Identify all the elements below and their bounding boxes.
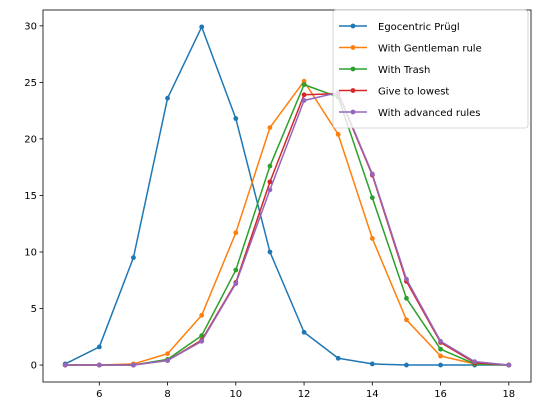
- data-point: [438, 353, 443, 359]
- data-point: [165, 95, 170, 101]
- data-point: [267, 187, 273, 193]
- legend-label: With advanced rules: [378, 108, 481, 119]
- x-tick-label: 18: [502, 389, 515, 400]
- plot-frame: [42, 9, 532, 383]
- data-point: [335, 355, 341, 361]
- data-point: [506, 362, 512, 368]
- data-point: [267, 163, 273, 169]
- data-point: [96, 362, 102, 368]
- y-tick-label: 30: [24, 21, 37, 32]
- data-point: [404, 362, 409, 368]
- data-point: [267, 125, 273, 130]
- data-point: [165, 351, 170, 357]
- series-line: [65, 91, 509, 366]
- legend-item: With Gentleman rule: [339, 44, 482, 55]
- data-point: [301, 78, 307, 84]
- data-point: [301, 98, 307, 103]
- x-tick-label: 12: [298, 389, 311, 400]
- series-line: [65, 80, 509, 366]
- legend-label: Egocentric Prügl: [378, 22, 460, 33]
- legend-label: With Gentleman rule: [378, 44, 482, 55]
- data-point: [199, 312, 205, 318]
- legend-label: Give to lowest: [378, 87, 449, 98]
- data-point: [369, 236, 375, 241]
- data-point: [438, 346, 443, 352]
- x-tick-label: 16: [434, 389, 447, 400]
- data-point: [301, 92, 307, 98]
- legend-label: With Trash: [378, 65, 430, 76]
- data-point: [404, 295, 409, 301]
- y-tick-label: 20: [24, 134, 37, 145]
- data-point: [233, 267, 239, 273]
- data-point: [165, 358, 170, 363]
- legend-item: Give to lowest: [339, 87, 449, 98]
- legend-swatch-marker: [350, 88, 356, 93]
- data-point: [96, 344, 102, 350]
- y-tick-label: 5: [31, 304, 37, 315]
- x-tick-label: 14: [366, 389, 379, 400]
- series-line: [64, 26, 509, 366]
- legend-item: With advanced rules: [339, 108, 481, 119]
- series-3: [62, 91, 512, 368]
- data-point: [369, 361, 375, 367]
- data-point: [233, 230, 239, 236]
- x-tick-label: 10: [229, 389, 242, 400]
- series-0: [62, 24, 512, 368]
- data-point: [404, 317, 409, 323]
- data-point: [267, 179, 273, 185]
- data-point: [438, 362, 443, 368]
- series-layer: [62, 24, 512, 368]
- data-point: [131, 255, 136, 261]
- y-tick-label: 25: [24, 78, 37, 89]
- data-point: [404, 276, 409, 282]
- data-point: [233, 281, 239, 287]
- legend-item: With Trash: [339, 65, 430, 76]
- data-point: [131, 362, 136, 368]
- data-point: [199, 24, 205, 30]
- legend-swatch-marker: [350, 23, 356, 29]
- x-tick-label: 6: [96, 389, 102, 400]
- legend: Egocentric Prügl With Gentleman rule With …: [332, 9, 529, 129]
- data-point: [199, 338, 205, 344]
- legend-swatch-marker: [350, 45, 356, 50]
- series-line: [65, 92, 509, 366]
- data-point: [233, 116, 239, 121]
- data-point: [335, 131, 341, 137]
- legend-swatch-marker: [350, 109, 356, 115]
- legend-swatch-marker: [350, 66, 356, 72]
- x-tick-label: 8: [164, 389, 170, 400]
- y-tick-label: 10: [24, 247, 37, 258]
- data-point: [369, 195, 375, 201]
- legend-item: Egocentric Prügl: [339, 22, 460, 33]
- axis-ticks: 6 8 10 12 14 16 18 0 5 10 15 20 25 30: [24, 21, 515, 400]
- y-tick-label: 0: [31, 361, 37, 372]
- data-point: [62, 362, 68, 368]
- series-4: [62, 90, 512, 368]
- legend-box: [332, 9, 529, 129]
- data-point: [267, 249, 273, 255]
- data-point: [301, 82, 307, 88]
- data-point: [472, 359, 478, 365]
- y-tick-label: 15: [24, 191, 37, 202]
- data-point: [438, 338, 443, 344]
- data-point: [369, 171, 375, 177]
- data-point: [301, 329, 307, 335]
